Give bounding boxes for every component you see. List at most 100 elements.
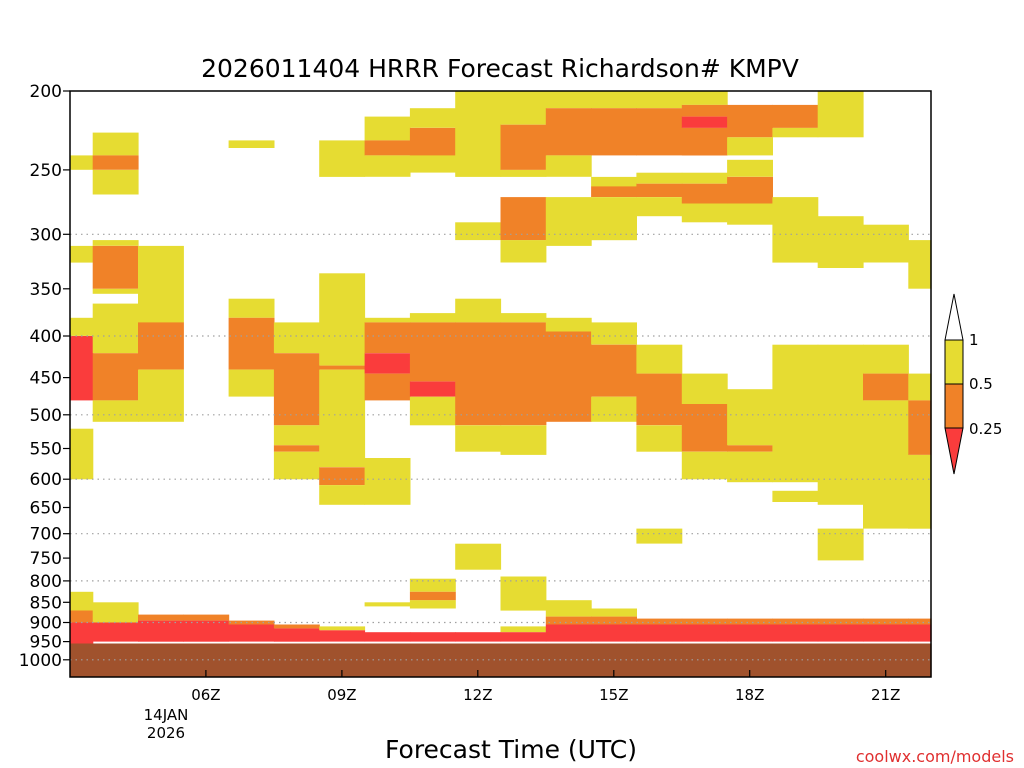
gridlines (70, 233, 931, 661)
heatmap-cell-yellow (591, 396, 637, 422)
heatmap-cell-yellow (772, 344, 819, 483)
heatmap-cell-yellow (863, 344, 909, 374)
y-tick-label-950: 950 (30, 633, 62, 653)
heatmap-cell-yellow (273, 425, 320, 446)
heatmap-cell-yellow (545, 91, 592, 109)
heatmap-cell-yellow (681, 203, 728, 223)
heatmap-cell-orange (138, 614, 184, 621)
heatmap-cell-yellow (409, 108, 456, 128)
heatmap-cell-red (138, 620, 184, 642)
heatmap-cell-orange (455, 322, 502, 426)
heatmap-cell-orange (500, 197, 547, 241)
heatmap-cell-yellow (92, 240, 139, 246)
heatmap-cell-red (183, 620, 230, 642)
heatmap-cell-red (273, 628, 320, 642)
heatmap-cell-orange (364, 140, 411, 156)
heatmap-cell-orange (500, 322, 547, 426)
heatmap-cell-yellow (591, 176, 637, 187)
heatmap-cell-orange (636, 618, 683, 625)
heatmap-cell-yellow (319, 485, 366, 505)
y-tick-label-300: 300 (30, 225, 62, 245)
heatmap-cell-yellow (138, 369, 184, 422)
x-axis-label: Forecast Time (UTC) (385, 735, 637, 764)
heatmap-cell-yellow (727, 389, 773, 446)
colorbar-orange-swatch (944, 383, 964, 429)
heatmap-cell-yellow (500, 626, 547, 633)
heatmap-cell-orange (545, 331, 592, 422)
heatmap-cell-yellow (500, 169, 547, 177)
heatmap-cell-yellow (545, 600, 592, 617)
heatmap-cell-yellow (500, 425, 547, 455)
x-tick-label-15Z: 15Z (599, 686, 628, 704)
heatmap-cell-yellow (409, 396, 456, 426)
heatmap-cell-yellow (727, 159, 773, 177)
heatmap-cell-orange (138, 322, 184, 370)
y-tick-label-900: 900 (30, 614, 62, 634)
heatmap-cell-yellow (455, 425, 502, 452)
heatmap-cell-yellow (636, 425, 683, 452)
heatmap-cell-yellow (455, 298, 502, 323)
heatmap-cell-yellow (500, 91, 547, 125)
heatmap-cell-yellow (908, 454, 932, 529)
heatmap-cell-red (636, 624, 683, 642)
heatmap-cell-yellow (455, 543, 502, 570)
heatmap-cell-yellow (364, 116, 411, 141)
y-tick-label-700: 700 (30, 525, 62, 545)
heatmap-cell-yellow (455, 91, 502, 177)
heatmap-cell-yellow (455, 222, 502, 241)
y-tick-label-250: 250 (30, 161, 62, 181)
heatmap-cell-orange (319, 467, 366, 486)
heatmap-cell-yellow (364, 602, 411, 607)
heatmap-cell-orange (183, 614, 230, 621)
y-tick-label-550: 550 (30, 440, 62, 460)
heatmap-cell-red (500, 632, 547, 642)
heatmap-cell-orange (908, 400, 932, 455)
heatmap-cell-orange (409, 322, 456, 382)
heatmap-cell-yellow (591, 322, 637, 345)
heatmap-cell-yellow (228, 298, 275, 318)
heatmap-cell-yellow (92, 169, 139, 195)
y-tick-label-800: 800 (30, 572, 62, 592)
heatmap-cell-red (863, 624, 909, 642)
heatmap-cell-yellow (636, 197, 683, 217)
heatmap-cell-red (364, 353, 411, 374)
y-tick-label-650: 650 (30, 499, 62, 519)
heatmap-cell-red (364, 632, 411, 642)
heatmap-cell-orange (681, 183, 728, 204)
y-tick-label-400: 400 (30, 327, 62, 347)
heatmap-cell-yellow (863, 400, 909, 529)
heatmap-cell-yellow (70, 155, 94, 170)
heatmap-cell-yellow (364, 155, 411, 177)
colorbar-yellow-swatch (944, 339, 964, 385)
heatmap-cell-orange (727, 618, 773, 625)
colorbar-label-1: 1 (969, 331, 979, 349)
heatmap-cell-yellow (772, 127, 819, 138)
heatmap-cell-orange (727, 104, 773, 138)
y-tick-label-450: 450 (30, 369, 62, 389)
heatmap-cell-yellow (817, 216, 864, 268)
heatmap-cell-orange (772, 618, 819, 625)
y-tick-label-200: 200 (30, 82, 62, 102)
heatmap-cell-orange (364, 322, 411, 354)
heatmap-cell-yellow (138, 245, 184, 323)
heatmap-cell-yellow (727, 451, 773, 483)
y-tick-label-750: 750 (30, 549, 62, 569)
heatmap-cell-red (727, 624, 773, 642)
heatmap-cell-yellow (591, 91, 637, 109)
heatmap-cell-orange (636, 183, 683, 197)
heatmap-cell-yellow (70, 591, 94, 611)
colorbar: 1 0.5 0.25 (944, 293, 1002, 475)
plot-frame (69, 90, 932, 678)
chart-title: 2026011404 HRRR Forecast Richardson# KMP… (201, 54, 799, 83)
heatmap-cell-yellow (409, 578, 456, 592)
y-tick-label-850: 850 (30, 593, 62, 613)
heatmap-cell-yellow (409, 313, 456, 323)
heatmap-cell-yellow (636, 172, 683, 184)
heatmap-cell-red (409, 632, 456, 642)
heatmap-cell-orange (409, 127, 456, 156)
heatmap-cell-orange (591, 186, 637, 197)
heatmap-cell-orange (681, 127, 728, 156)
heatmap-cell-yellow (817, 344, 864, 505)
heatmap-cell-yellow (500, 576, 547, 611)
heatmap-cell-yellow (92, 303, 139, 354)
